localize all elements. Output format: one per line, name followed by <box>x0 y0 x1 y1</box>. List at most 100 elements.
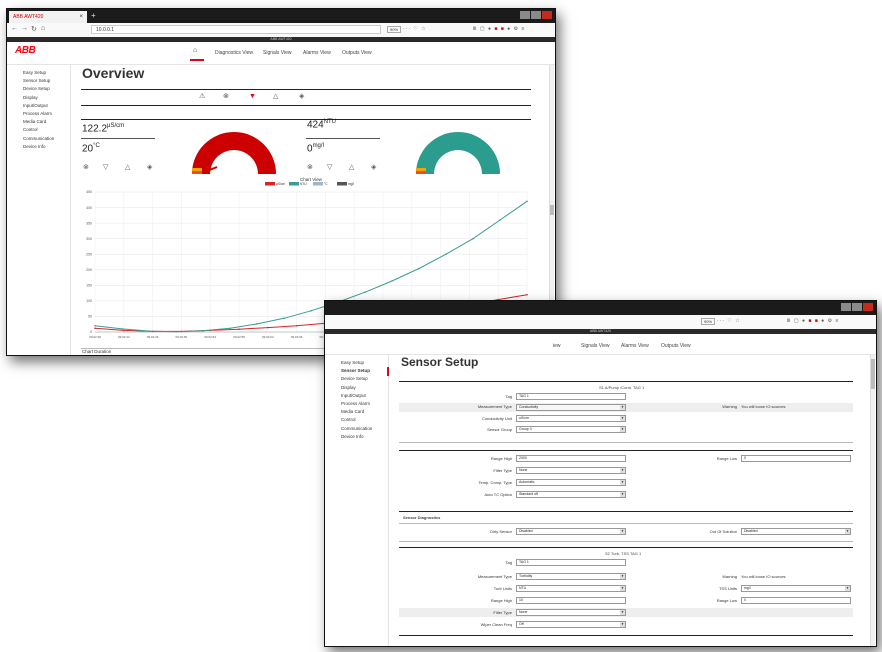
s2-tss-units-select[interactable]: mg/l ▾ <box>741 585 851 592</box>
reload-icon[interactable]: ↻ <box>31 26 37 33</box>
sensor1-spec-icon[interactable]: △ <box>125 164 131 171</box>
scrollbar[interactable] <box>549 65 554 355</box>
sidebar-item-media-card[interactable]: Media Card <box>23 119 47 125</box>
out-of-solution-select[interactable]: Disabled ▾ <box>741 528 851 535</box>
home-browser-icon[interactable]: ⌂ <box>41 25 46 32</box>
page-actions-icon[interactable]: ··· ♡ ☆ <box>403 26 427 32</box>
forward-icon[interactable]: → <box>21 25 28 32</box>
home-icon[interactable]: ⌂ <box>193 47 198 54</box>
dirty-sensor-select[interactable]: Disabled ▾ <box>516 528 626 535</box>
tab-outputs-view[interactable]: Outputs View <box>342 50 372 56</box>
sensor1-failure-icon[interactable]: ⊗ <box>83 164 89 171</box>
device-name-strip: ABB AWT420 <box>7 37 555 42</box>
sidebar-item-control[interactable]: Control <box>341 417 356 423</box>
divider <box>81 105 531 106</box>
tab-view-partial[interactable]: iew <box>553 343 561 349</box>
check-function-icon[interactable]: ▼ <box>249 93 256 100</box>
sidebar-item-communication[interactable]: Communication <box>23 135 55 141</box>
sensor1-gauge-low-warn-band <box>192 168 202 171</box>
toolbar-extensions-icon[interactable]: Ⅲ ▢ ● ■ ■ ● ⚙ ≡ <box>787 318 840 324</box>
zoom-level[interactable]: 90% <box>387 26 402 33</box>
s1-auto-tc-value: Standard off <box>519 492 539 496</box>
close-window-icon[interactable] <box>542 11 552 19</box>
maximize-icon[interactable] <box>531 11 541 19</box>
row-background <box>399 403 853 412</box>
sidebar-item-display[interactable]: Display <box>341 384 356 390</box>
s1-meas-type-select[interactable]: Conductivity ▾ <box>516 404 626 411</box>
s2-wiper-select[interactable]: Off ▾ <box>516 621 626 628</box>
sidebar-item-process-alarm[interactable]: Process Alarm <box>341 400 371 406</box>
sensor1-check-icon[interactable]: ▽ <box>103 164 109 171</box>
sidebar-item-process-alarm[interactable]: Process Alarm <box>23 110 53 116</box>
s2-range-high-input[interactable]: 10 <box>516 597 626 604</box>
sensor2-failure-icon[interactable]: ⊗ <box>307 164 313 171</box>
sidebar-item-device-info[interactable]: Device Info <box>23 143 46 149</box>
home-tab-underline <box>190 59 204 61</box>
minimize-icon[interactable] <box>841 303 851 311</box>
tab-diagnostics-view[interactable]: Diagnostics View <box>215 50 253 56</box>
sidebar-item-easy-setup[interactable]: Easy Setup <box>23 70 47 75</box>
maintenance-required-icon[interactable]: ◈ <box>299 93 305 100</box>
sensor2-gauge-low-warn-band <box>416 168 426 171</box>
tab-signals-view[interactable]: Signals View <box>581 343 610 349</box>
s1-filter-select[interactable]: None ▾ <box>516 467 626 474</box>
y-tick-label: 450 <box>86 190 92 194</box>
s1-auto-tc-select[interactable]: Standard off ▾ <box>516 491 626 498</box>
sidebar-item-communication[interactable]: Communication <box>341 425 373 431</box>
sidebar-item-media-card[interactable]: Media Card <box>341 409 365 415</box>
tab-alarms-view[interactable]: Alarms View <box>621 343 649 349</box>
new-tab-icon[interactable]: + <box>91 11 96 20</box>
s2-turb-units-select[interactable]: NTU ▾ <box>516 585 626 592</box>
tab-outputs-view[interactable]: Outputs View <box>661 343 691 349</box>
sidebar-item-control[interactable]: Control <box>23 127 38 133</box>
y-tick-label: 400 <box>86 206 92 210</box>
scrollbar-thumb[interactable] <box>871 359 875 389</box>
sensor1-maint-icon[interactable]: ◈ <box>147 164 153 171</box>
s1-range-high-input[interactable]: 2000 <box>516 455 626 462</box>
browser-tab[interactable]: ABB AWT420 × <box>9 11 87 23</box>
failure-icon[interactable]: ⊗ <box>223 93 229 100</box>
url-bar[interactable]: 10.0.0.1 <box>91 25 381 34</box>
sidebar-item-sensor-setup[interactable]: Sensor Setup <box>23 78 51 84</box>
scrollbar-thumb[interactable] <box>550 205 554 215</box>
data-point <box>445 253 447 255</box>
s2-filter-select[interactable]: None ▾ <box>516 609 626 616</box>
tab-signals-view[interactable]: Signals View <box>263 50 292 56</box>
close-window-icon[interactable] <box>863 303 873 311</box>
sidebar-item-device-setup[interactable]: Device Setup <box>341 376 368 382</box>
s2-tag-input[interactable]: TAG 1 <box>516 559 626 566</box>
sensor2-spec-icon[interactable]: △ <box>349 164 355 171</box>
maintenance-icon[interactable]: ⚠ <box>199 93 206 100</box>
sensor2-maint-icon[interactable]: ◈ <box>371 164 377 171</box>
out-of-spec-icon[interactable]: △ <box>273 93 279 100</box>
s1-sensor-group-select[interactable]: Group 0 ▾ <box>516 426 626 433</box>
page-actions-icon[interactable]: ··· ♡ ☆ <box>717 318 741 324</box>
s1-cond-unit-select[interactable]: uS/cm ▾ <box>516 415 626 422</box>
zoom-level[interactable]: 90% <box>701 318 716 325</box>
s2-meas-type-select[interactable]: Turbidity ▾ <box>516 573 626 580</box>
sidebar-item-input-output[interactable]: Input/Output <box>341 392 366 398</box>
toolbar-extensions-icon[interactable]: Ⅲ ▢ ● ■ ■ ● ⚙ ≡ <box>473 26 526 32</box>
sidebar-item-sensor-setup[interactable]: Sensor Setup <box>341 368 371 374</box>
chart-duration-label[interactable]: Chart Duration <box>82 349 112 354</box>
sidebar-item-input-output[interactable]: Input/Output <box>23 102 48 108</box>
tab-close-icon[interactable]: × <box>79 14 83 20</box>
s1-range-low-input[interactable]: 0 <box>741 455 851 462</box>
data-point <box>121 328 123 330</box>
tab-alarms-view[interactable]: Alarms View <box>303 50 331 56</box>
scrollbar[interactable] <box>870 355 875 646</box>
minimize-icon[interactable] <box>520 11 530 19</box>
maximize-icon[interactable] <box>852 303 862 311</box>
sidebar-item-device-setup[interactable]: Device Setup <box>23 86 50 92</box>
sidebar-item-easy-setup[interactable]: Easy Setup <box>341 360 365 365</box>
sidebar-item-device-info[interactable]: Device Info <box>341 433 364 439</box>
back-icon[interactable]: ← <box>11 25 18 32</box>
s1-tag-input[interactable]: TAG 1 <box>516 393 626 400</box>
s1-temp-comp-select[interactable]: Automatic ▾ <box>516 479 626 486</box>
s2-range-low-input[interactable]: 0 <box>741 597 851 604</box>
sensor2-check-icon[interactable]: ▽ <box>327 164 333 171</box>
sidebar-item-display[interactable]: Display <box>23 94 38 100</box>
x-tick-label: 09:02:38 <box>89 335 101 339</box>
page-title: Overview <box>82 65 145 81</box>
device-name-strip: ABB AWT420 <box>325 329 876 334</box>
